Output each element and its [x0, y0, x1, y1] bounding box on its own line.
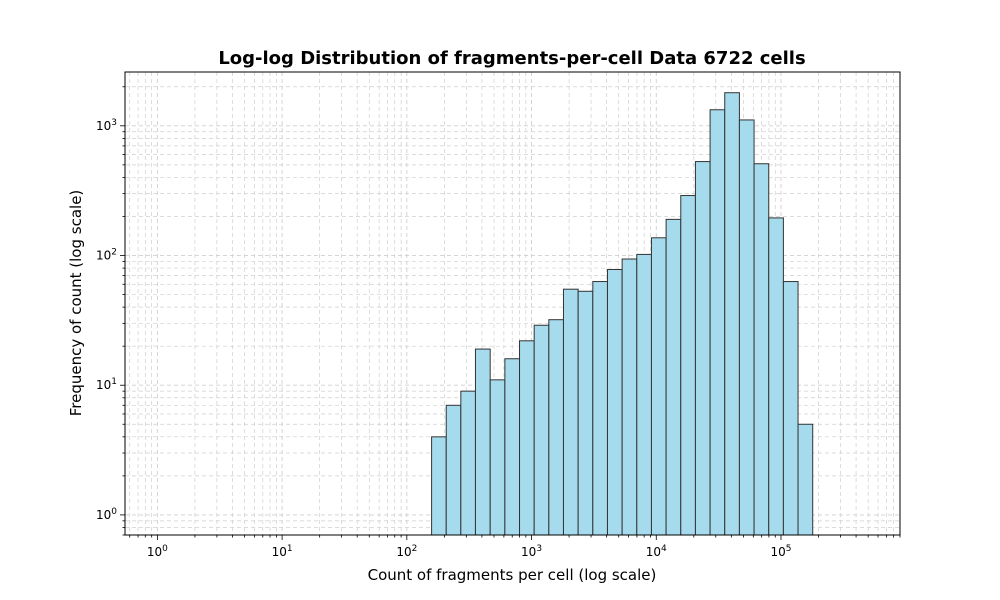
- y-tick-label: 100: [96, 507, 117, 522]
- x-axis-label: Count of fragments per cell (log scale): [368, 566, 657, 584]
- x-tick-label: 105: [770, 544, 791, 559]
- x-tick-label: 103: [521, 544, 542, 559]
- x-tick-label: 100: [147, 544, 168, 559]
- histogram-bar: [504, 358, 521, 536]
- histogram-bar: [533, 324, 550, 536]
- histogram-bar: [606, 269, 623, 536]
- y-axis-label: Frequency of count (log scale): [67, 190, 85, 417]
- histogram-bar: [680, 195, 696, 536]
- histogram-bar: [445, 404, 462, 536]
- histogram-bar: [738, 119, 755, 536]
- histogram-bar: [592, 281, 608, 536]
- histogram-bar: [694, 161, 711, 536]
- histogram-bars: [431, 92, 814, 536]
- axis-ticks: 100 101 102 103 104 105 100 101 102 103: [96, 86, 901, 559]
- y-tick-label: 102: [96, 248, 117, 263]
- histogram-bar: [709, 109, 726, 536]
- histogram-bar: [768, 217, 784, 536]
- histogram-bar: [621, 258, 638, 536]
- histogram-bar: [474, 348, 491, 536]
- histogram-bar: [650, 237, 667, 536]
- chart-title: Log-log Distribution of fragments-per-ce…: [218, 48, 805, 69]
- histogram-bar: [782, 281, 799, 536]
- histogram-bar: [636, 253, 652, 536]
- y-tick-label: 101: [96, 377, 117, 392]
- histogram-bar: [431, 436, 447, 536]
- y-tick-label: 103: [96, 118, 117, 133]
- histogram-bar: [665, 218, 682, 536]
- histogram-bar: [489, 379, 506, 536]
- x-tick-label: 101: [272, 544, 293, 559]
- histogram-bar: [460, 390, 476, 536]
- histogram-bar: [724, 92, 740, 536]
- histogram-bar: [519, 340, 535, 536]
- x-tick-label: 104: [646, 544, 667, 559]
- x-tick-label: 102: [396, 544, 417, 559]
- histogram-bar: [548, 319, 564, 536]
- histogram-bar: [753, 163, 770, 536]
- histogram-bar: [797, 423, 814, 536]
- histogram-bar: [577, 290, 594, 536]
- histogram-bar: [562, 288, 579, 536]
